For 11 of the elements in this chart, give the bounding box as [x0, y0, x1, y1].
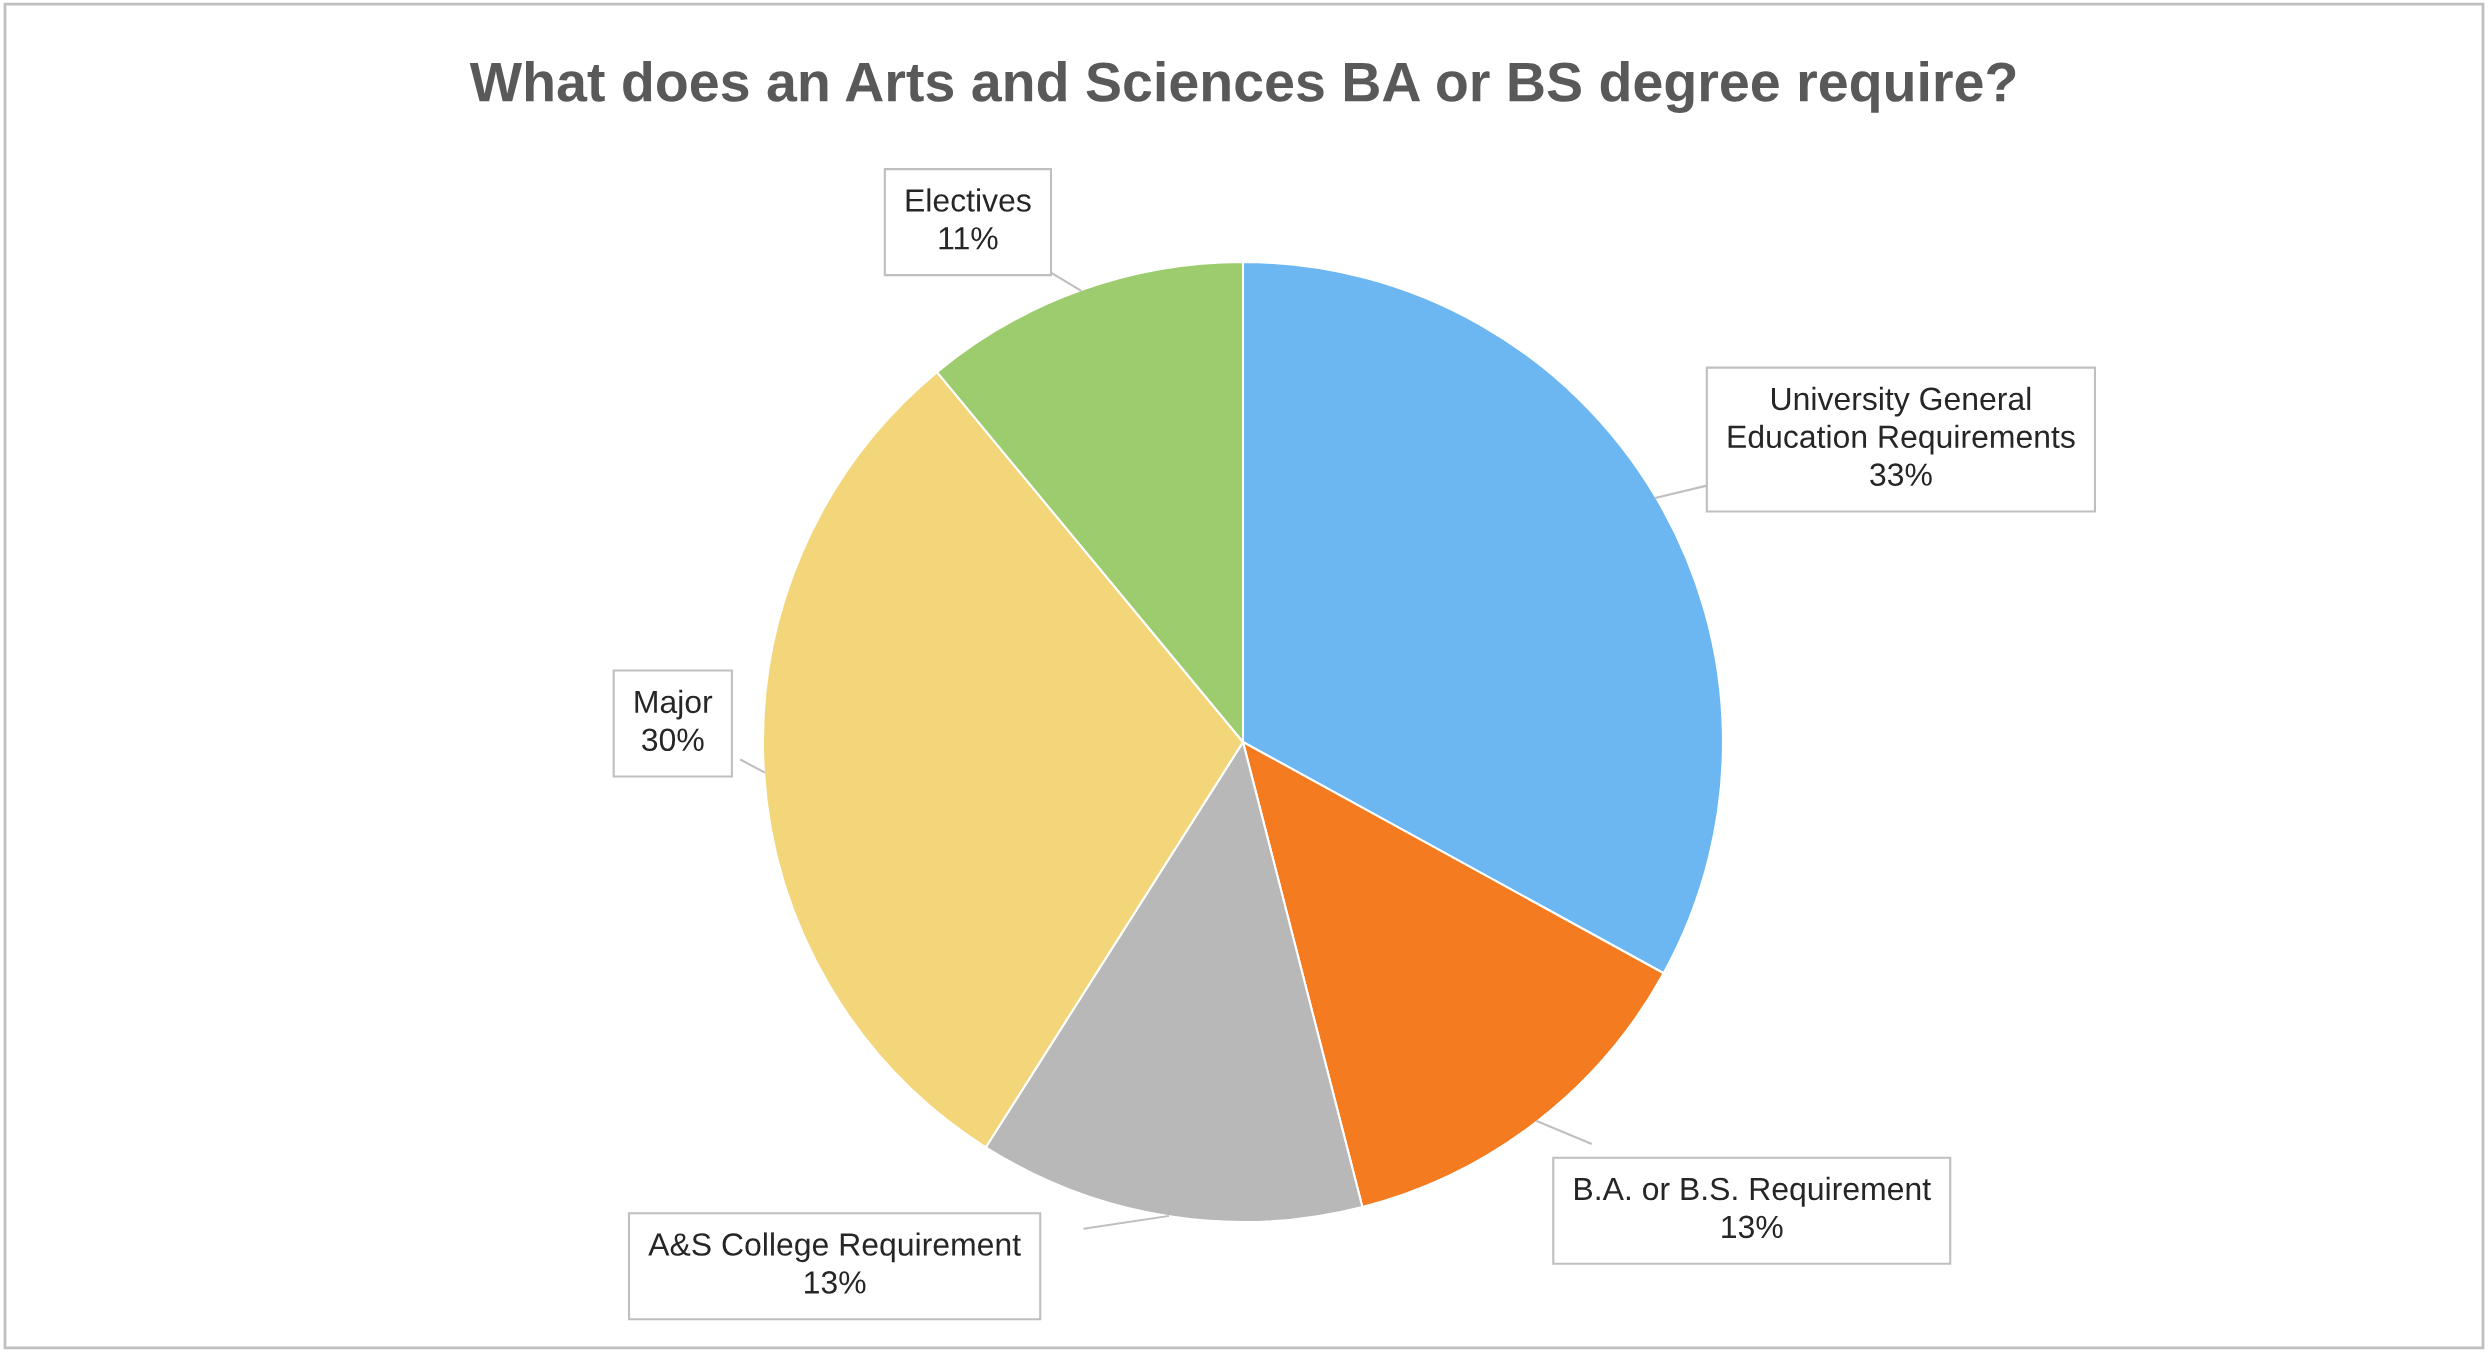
chart-title: What does an Arts and Sciences BA or BS degree require? [469, 60, 2016, 114]
slice-label: Electives [906, 188, 1031, 212]
data-label: 30% [642, 728, 704, 752]
slice-label: A&S College Requirement [648, 1232, 1021, 1263]
slice-label: Major [635, 689, 713, 720]
slice-label: B.A. or B.S. Requirement [1575, 1176, 1931, 1207]
data-label: 11% [939, 227, 998, 250]
data-label: 33% [1870, 463, 1932, 486]
data-label: 13% [805, 1271, 866, 1294]
data-label: 13% [1722, 1215, 1783, 1239]
slice-label: University General Education Requirements [1728, 386, 2075, 455]
